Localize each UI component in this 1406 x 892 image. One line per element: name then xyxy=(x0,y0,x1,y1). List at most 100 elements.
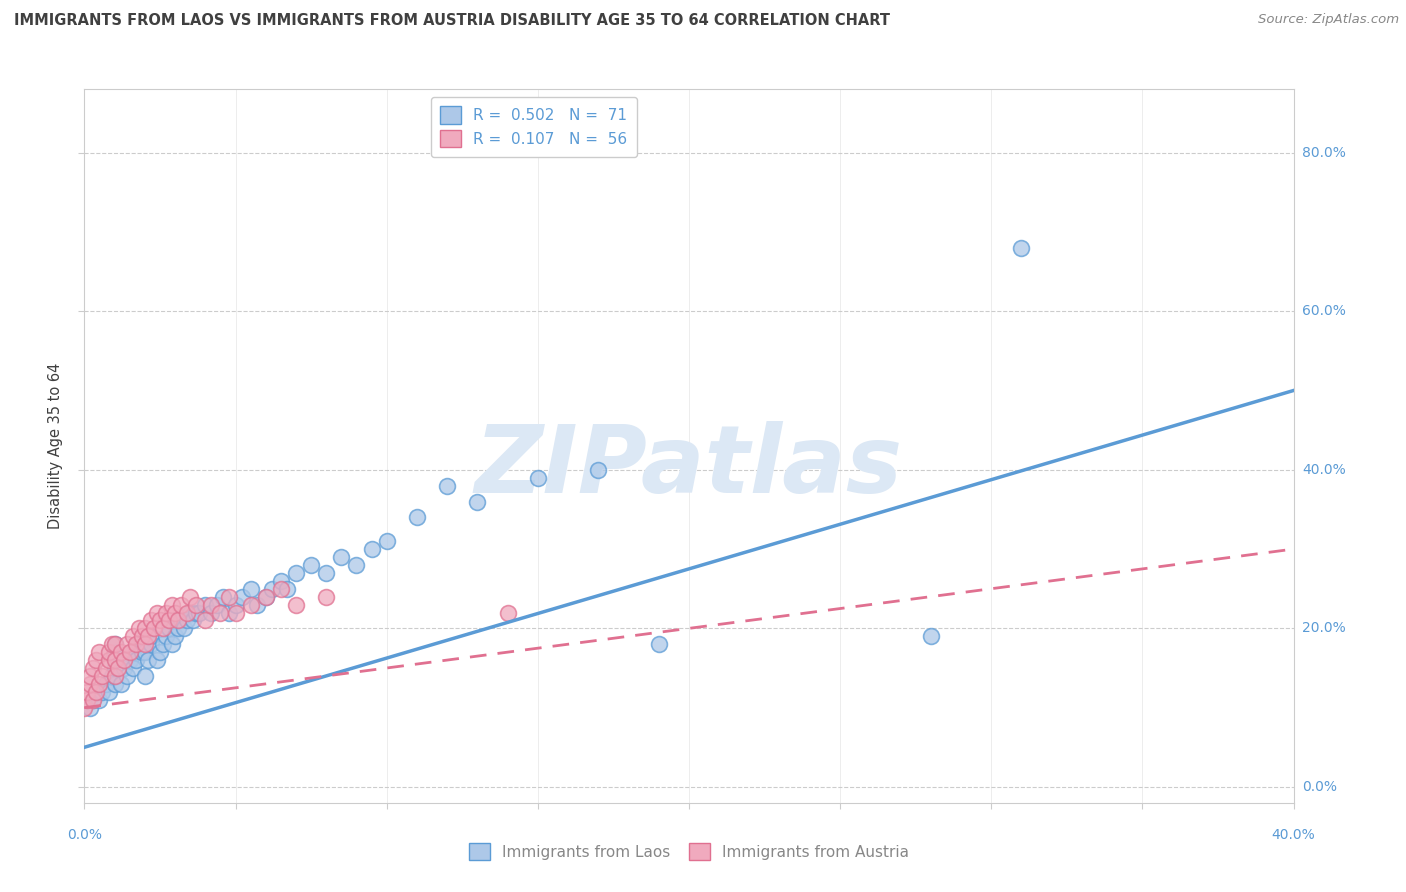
Point xyxy=(139,614,162,628)
Point xyxy=(155,606,177,620)
Point xyxy=(82,692,104,706)
Point xyxy=(194,614,217,628)
Point xyxy=(330,549,353,564)
Point xyxy=(200,606,222,620)
Text: 20.0%: 20.0% xyxy=(1302,622,1346,635)
Point xyxy=(94,677,117,691)
Point xyxy=(112,653,135,667)
Point xyxy=(207,598,229,612)
Point xyxy=(152,637,174,651)
Point xyxy=(284,566,308,580)
Point xyxy=(86,685,108,699)
Text: 40.0%: 40.0% xyxy=(1271,828,1316,842)
Point xyxy=(239,598,262,612)
Point xyxy=(155,629,177,643)
Point xyxy=(170,598,193,612)
Point xyxy=(186,606,208,620)
Point xyxy=(218,606,240,620)
Point xyxy=(76,685,98,699)
Point xyxy=(260,582,283,596)
Point xyxy=(115,637,138,651)
Point xyxy=(152,621,174,635)
Point xyxy=(179,590,201,604)
Point xyxy=(181,614,204,628)
Text: 60.0%: 60.0% xyxy=(1302,304,1346,318)
Point xyxy=(125,637,148,651)
Legend: Immigrants from Laos, Immigrants from Austria: Immigrants from Laos, Immigrants from Au… xyxy=(463,837,915,866)
Point xyxy=(142,621,165,635)
Point xyxy=(104,677,127,691)
Text: 80.0%: 80.0% xyxy=(1302,145,1346,160)
Point xyxy=(588,463,610,477)
Point xyxy=(104,669,127,683)
Point xyxy=(112,661,135,675)
Point xyxy=(79,669,101,683)
Point xyxy=(188,606,211,620)
Point xyxy=(134,645,156,659)
Point xyxy=(276,582,298,596)
Text: 40.0%: 40.0% xyxy=(1302,463,1346,477)
Point xyxy=(118,653,141,667)
Point xyxy=(139,629,162,643)
Point xyxy=(209,606,232,620)
Point xyxy=(375,534,398,549)
Point xyxy=(284,598,308,612)
Point xyxy=(360,542,382,557)
Point xyxy=(97,653,120,667)
Text: IMMIGRANTS FROM LAOS VS IMMIGRANTS FROM AUSTRIA DISABILITY AGE 35 TO 64 CORRELAT: IMMIGRANTS FROM LAOS VS IMMIGRANTS FROM … xyxy=(14,13,890,29)
Text: 0.0%: 0.0% xyxy=(1302,780,1337,794)
Point xyxy=(270,574,292,588)
Point xyxy=(270,582,292,596)
Point xyxy=(104,653,127,667)
Point xyxy=(254,590,277,604)
Point xyxy=(254,590,277,604)
Point xyxy=(110,645,132,659)
Point xyxy=(100,669,122,683)
Point xyxy=(115,669,138,683)
Point xyxy=(194,598,217,612)
Point xyxy=(110,677,132,691)
Point xyxy=(163,629,186,643)
Point xyxy=(89,677,111,691)
Point xyxy=(246,598,269,612)
Point xyxy=(167,614,190,628)
Point xyxy=(107,661,129,675)
Point xyxy=(73,700,96,714)
Point xyxy=(139,637,162,651)
Point xyxy=(136,629,159,643)
Point xyxy=(94,661,117,675)
Point xyxy=(212,590,235,604)
Point xyxy=(97,645,120,659)
Point xyxy=(104,661,127,675)
Text: ZIPatlas: ZIPatlas xyxy=(475,421,903,514)
Point xyxy=(186,598,208,612)
Point xyxy=(467,494,489,508)
Point xyxy=(1010,241,1032,255)
Point xyxy=(82,692,104,706)
Text: Source: ZipAtlas.com: Source: ZipAtlas.com xyxy=(1258,13,1399,27)
Point xyxy=(121,661,143,675)
Point xyxy=(89,692,111,706)
Point xyxy=(104,637,127,651)
Point xyxy=(163,606,186,620)
Point xyxy=(200,598,222,612)
Point xyxy=(526,471,548,485)
Point xyxy=(225,598,247,612)
Point xyxy=(134,669,156,683)
Point xyxy=(125,653,148,667)
Point xyxy=(173,621,195,635)
Point xyxy=(146,653,169,667)
Point xyxy=(315,566,337,580)
Point xyxy=(128,637,150,651)
Point xyxy=(91,685,114,699)
Point xyxy=(134,621,156,635)
Point xyxy=(170,614,193,628)
Point xyxy=(231,590,253,604)
Point xyxy=(134,637,156,651)
Point xyxy=(76,692,98,706)
Point xyxy=(79,700,101,714)
Point xyxy=(104,645,127,659)
Point xyxy=(86,653,108,667)
Point xyxy=(299,558,322,572)
Point xyxy=(179,606,201,620)
